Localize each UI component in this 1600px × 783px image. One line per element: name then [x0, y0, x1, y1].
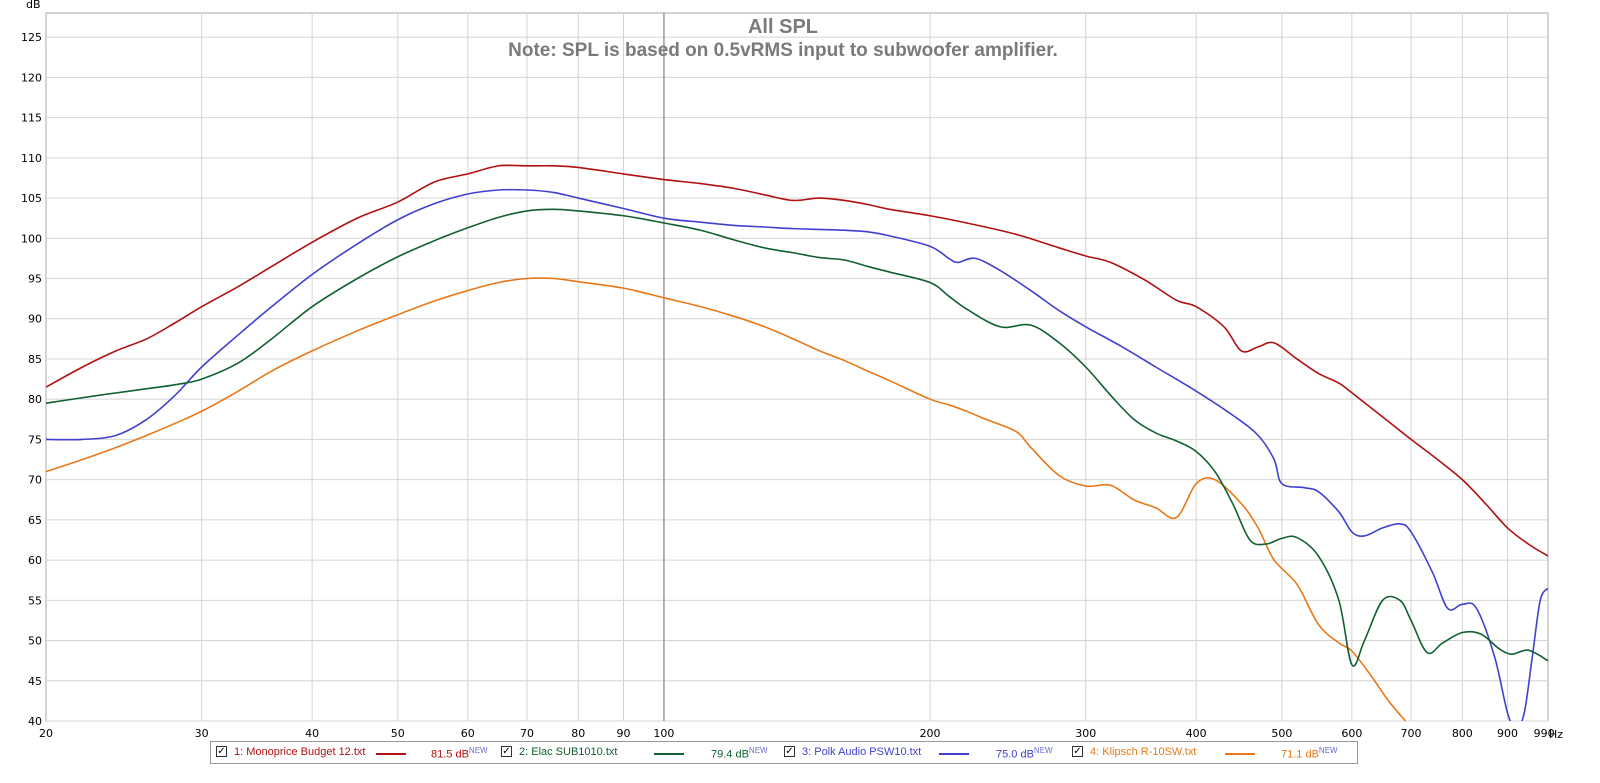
y-tick-label: 75: [28, 433, 42, 446]
legend-series-name-4: 4: Klipsch R-10SW.txt: [1090, 746, 1197, 758]
legend-checkbox-3[interactable]: ✓: [784, 746, 795, 757]
y-tick-label: 55: [28, 594, 42, 607]
y-axis-unit-label: dB: [26, 0, 41, 11]
y-tick-label: 105: [21, 192, 42, 205]
x-tick-label: 400: [1186, 727, 1207, 740]
series-line-3: [46, 188, 1548, 721]
series-curves: [46, 164, 1548, 721]
y-tick-label: 110: [21, 152, 42, 165]
x-tick-label: 40: [305, 727, 319, 740]
x-tick-label: 30: [195, 727, 209, 740]
y-tick-label: 70: [28, 474, 42, 487]
series-line-1: [46, 164, 1548, 557]
axis-ticks: 40 45 50 55 60 65 70 75 80 85 90 95 100 105 110 115 120 1…: [21, 31, 1555, 740]
x-tick-label: 800: [1452, 727, 1473, 740]
x-tick-label: 600: [1341, 727, 1362, 740]
plot-background: [45, 12, 1549, 722]
x-tick-label: 700: [1401, 727, 1422, 740]
x-tick-label: 200: [920, 727, 941, 740]
series-line-2: [46, 208, 1548, 667]
legend: ✓ 1: Monoprice Budget 12.txt 81.5 dBNEW …: [210, 741, 1358, 764]
legend-line-swatch-3: [939, 753, 969, 755]
legend-series-value-3: 75.0 dBNEW: [996, 746, 1053, 761]
y-tick-label: 95: [28, 273, 42, 286]
x-tick-label: 70: [520, 727, 534, 740]
y-tick-label: 90: [28, 313, 42, 326]
x-tick-label: 90: [616, 727, 630, 740]
legend-checkbox-1[interactable]: ✓: [216, 746, 227, 757]
y-tick-label: 65: [28, 514, 42, 527]
x-tick-label: 900: [1497, 727, 1518, 740]
y-tick-label: 120: [21, 71, 42, 84]
legend-series-name-1: 1: Monoprice Budget 12.txt: [234, 746, 366, 758]
y-tick-label: 80: [28, 393, 42, 406]
x-tick-label: 80: [571, 727, 585, 740]
y-tick-label: 100: [21, 232, 42, 245]
legend-line-swatch-2: [654, 753, 684, 755]
y-tick-label: 60: [28, 554, 42, 567]
y-tick-label: 85: [28, 353, 42, 366]
y-tick-label: 50: [28, 635, 42, 648]
chart-title: All SPL: [748, 16, 818, 38]
series-line-4: [46, 277, 1407, 721]
x-tick-label: 500: [1271, 727, 1292, 740]
y-tick-label: 45: [28, 675, 42, 688]
y-tick-label: 125: [21, 31, 42, 44]
x-tick-label: 50: [391, 727, 405, 740]
legend-series-name-2: 2: Elac SUB1010.txt: [519, 746, 618, 758]
legend-checkbox-2[interactable]: ✓: [501, 746, 512, 757]
x-tick-label: 20: [39, 727, 53, 740]
y-tick-label: 40: [28, 715, 42, 728]
x-tick-label: 60: [461, 727, 475, 740]
legend-line-swatch-1: [376, 753, 406, 755]
x-axis-unit-label: Hz: [1549, 728, 1563, 741]
x-tick-label: 100: [653, 727, 674, 740]
x-tick-label: 990: [1534, 727, 1555, 740]
legend-series-value-4: 71.1 dBNEW: [1281, 746, 1338, 761]
legend-series-value-2: 79.4 dBNEW: [711, 746, 768, 761]
legend-series-value-1: 81.5 dBNEW: [431, 746, 488, 761]
legend-line-swatch-4: [1225, 753, 1255, 755]
chart-subtitle: Note: SPL is based on 0.5vRMS input to s…: [508, 40, 1058, 61]
legend-series-name-3: 3: Polk Audio PSW10.txt: [802, 746, 922, 758]
x-tick-label: 300: [1075, 727, 1096, 740]
legend-checkbox-4[interactable]: ✓: [1072, 746, 1083, 757]
y-tick-label: 115: [21, 112, 42, 125]
